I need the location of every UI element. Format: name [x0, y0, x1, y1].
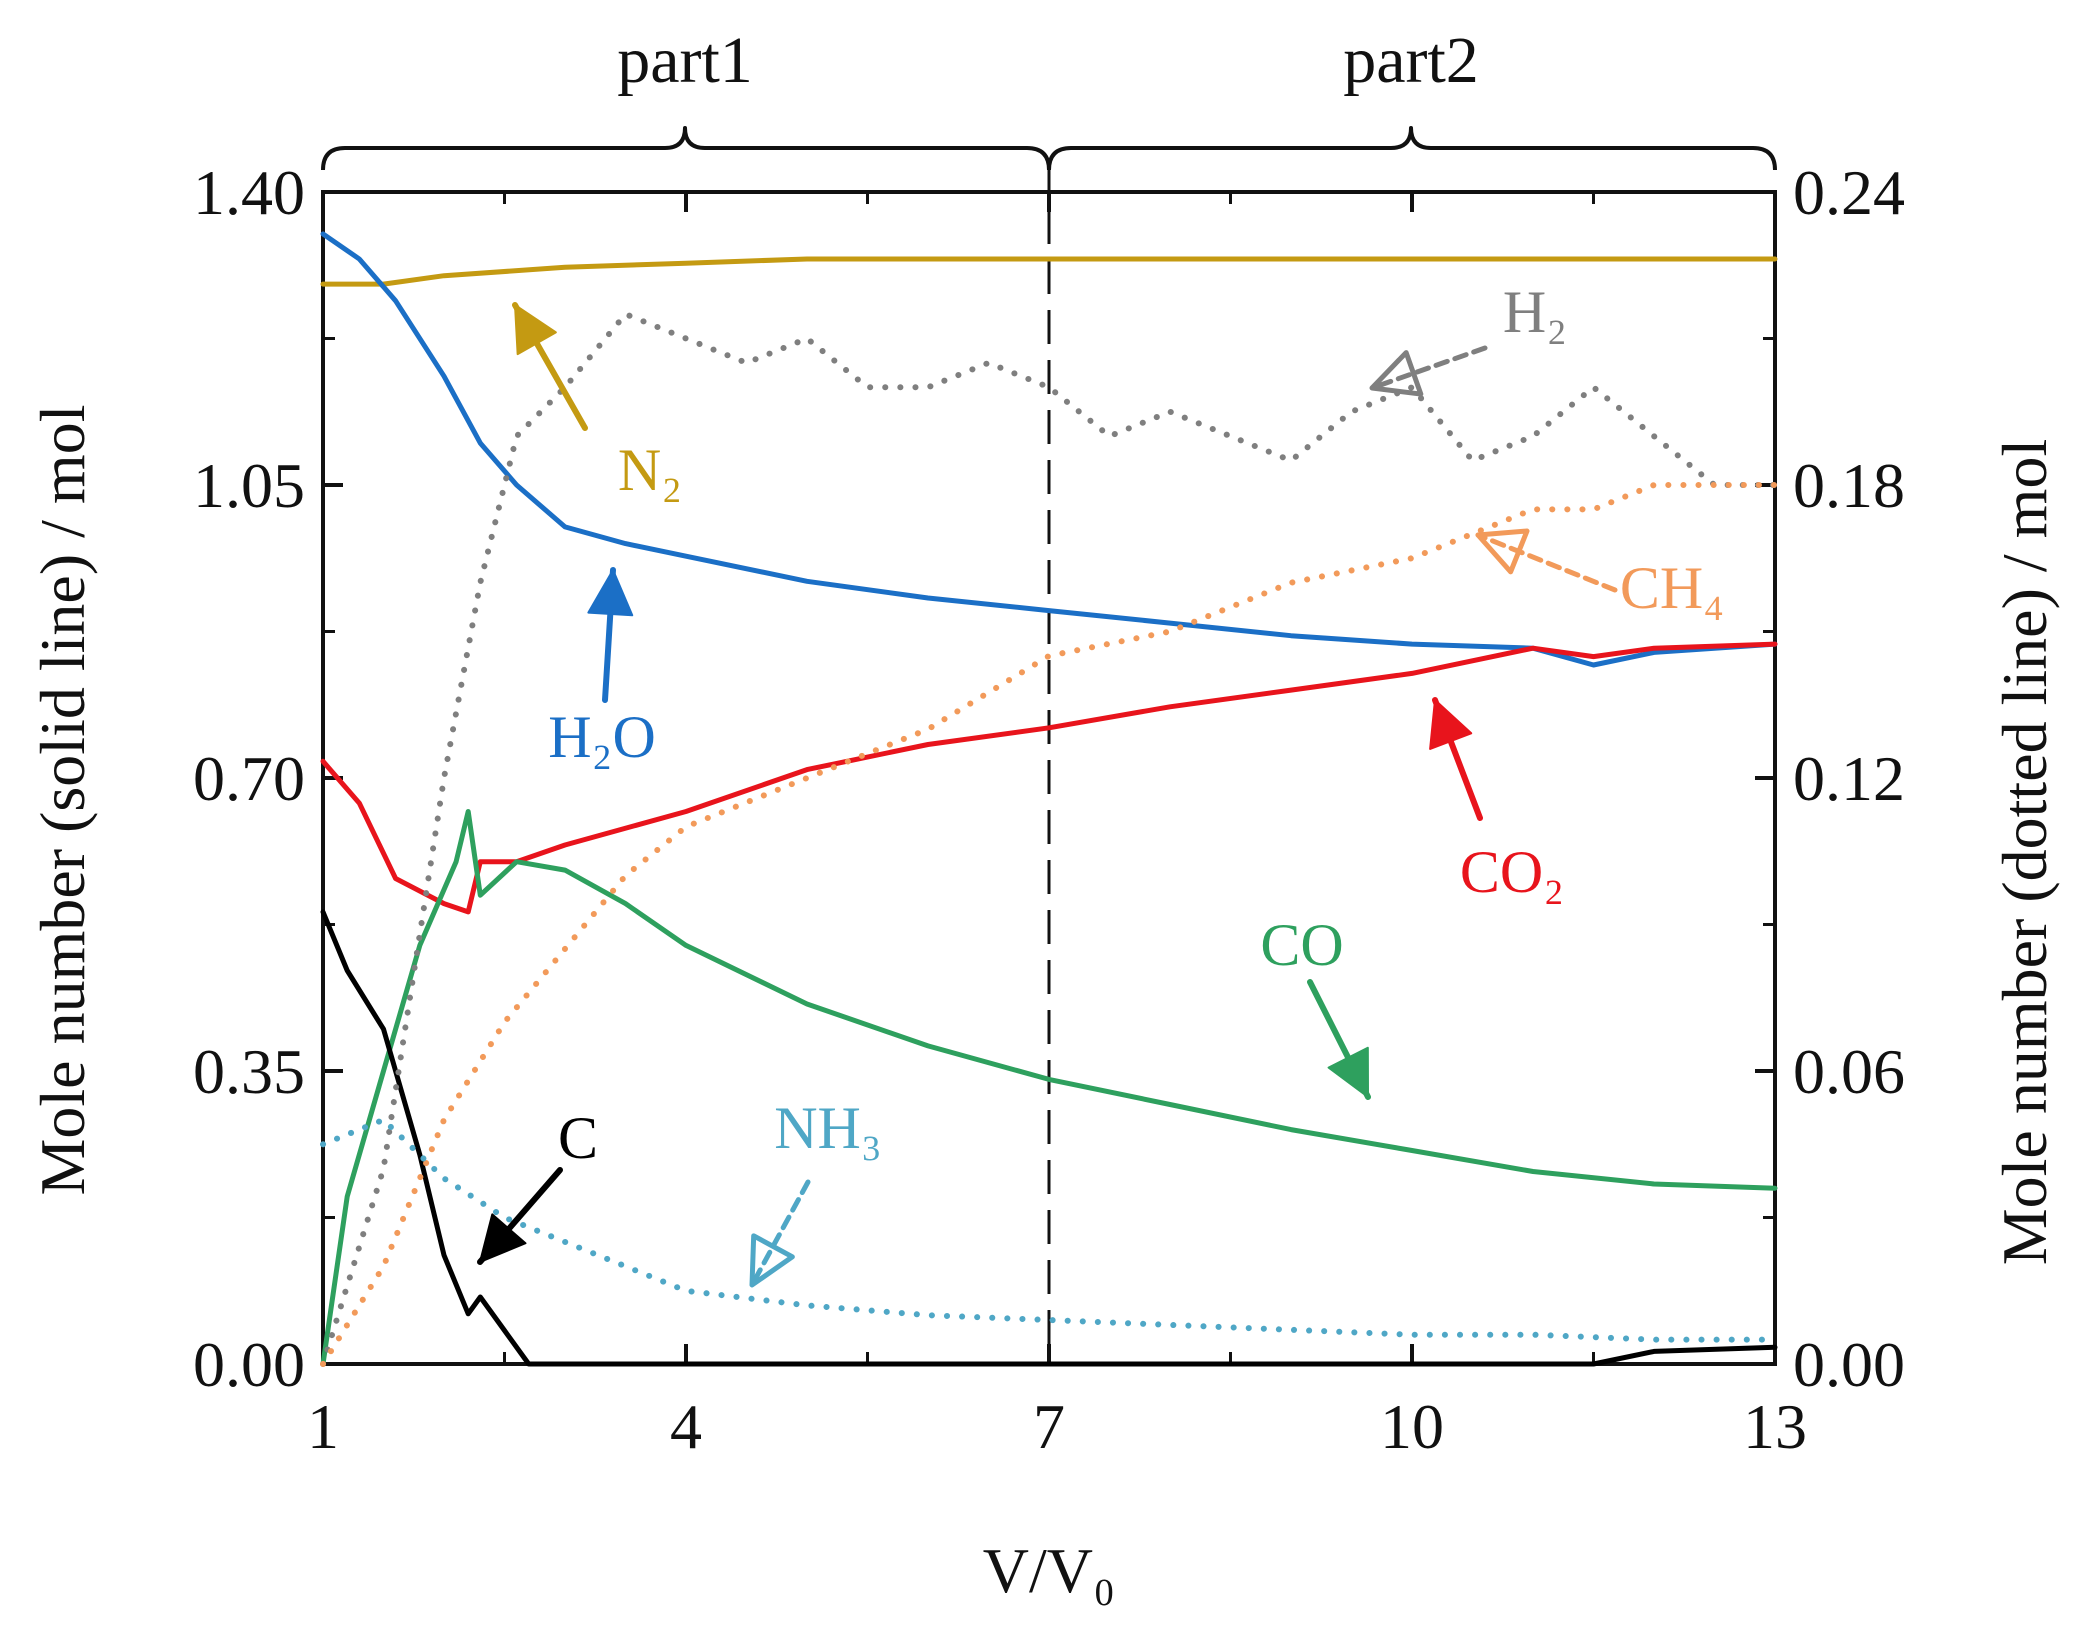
series-n2-line [320, 256, 1778, 287]
part1-label: part1 [617, 24, 753, 97]
series-co-line [320, 809, 1778, 1367]
y-right-tick-label: 0.12 [1793, 743, 1905, 814]
series-nh3-line [320, 1116, 1778, 1343]
annotation-c-arrowhead [479, 1213, 527, 1263]
y-left-tick-label: 1.05 [193, 450, 305, 521]
y-right-tick-label: 0.06 [1793, 1036, 1905, 1107]
brace-part1 [321, 126, 1051, 171]
annotation-ch4-arrow [1475, 532, 1618, 593]
y-right-tick-label: 0.24 [1793, 157, 1905, 228]
y-right-tick-label: 0.18 [1793, 450, 1905, 521]
annotation-co2-arrowhead [1429, 699, 1473, 750]
y-left-axis-title: Mole number (solid line) / mol [27, 405, 98, 1196]
x-tick-label: 7 [1033, 1391, 1065, 1462]
annotation-nh3-label: NH₃ [774, 1095, 882, 1161]
part2-label: part2 [1343, 24, 1479, 97]
series-c-line [320, 909, 1778, 1367]
annotation-nh3-arrowhead [749, 1233, 795, 1288]
annotation-n2-arrowhead [514, 304, 557, 356]
annotation-h2o-label: H₂O [548, 704, 656, 770]
annotation-co-label: CO [1260, 912, 1343, 978]
annotation-co2-label: CO₂ [1460, 839, 1564, 905]
annotation-co-arrowhead [1327, 1046, 1369, 1098]
brace-part2 [1047, 126, 1777, 171]
y-left-tick-label: 1.40 [193, 157, 305, 228]
x-tick-label: 4 [670, 1391, 702, 1462]
x-axis-title: V/V₀ [983, 1535, 1116, 1606]
annotation-h2-arrow [1369, 345, 1488, 391]
y-right-tick-label: 0.00 [1793, 1329, 1905, 1400]
y-left-tick-label: 0.70 [193, 743, 305, 814]
region-brace [321, 126, 1777, 171]
x-tick-label: 13 [1743, 1391, 1807, 1462]
y-left-tick-label: 0.00 [193, 1329, 305, 1400]
annotation-h2o-arrowhead [587, 569, 634, 617]
series-layer [320, 231, 1778, 1367]
annotation-ch4-arrowhead [1475, 528, 1530, 575]
annotation-c-label: C [558, 1105, 598, 1171]
x-tick-label: 10 [1380, 1391, 1444, 1462]
series-co2-line [320, 641, 1778, 915]
y-left-tick-label: 0.35 [193, 1036, 305, 1107]
annotation-layer: N₂ H₂O CO₂ CO C H₂ CH₄ NH₃ [477, 279, 1724, 1288]
annotation-h2-arrowhead [1369, 350, 1424, 397]
series-h2-line [320, 311, 1778, 1367]
axis-ticks: 1 4 7 10 130.000.350.701.051.400.000.060.120… [193, 157, 1905, 1462]
annotation-ch4-label: CH₄ [1620, 555, 1724, 621]
annotation-n2-label: N₂ [618, 437, 682, 503]
y-right-axis-title: Mole number (dotted line) / mol [1989, 439, 2060, 1266]
x-tick-label: 1 [307, 1391, 339, 1462]
annotation-h2-label: H₂ [1503, 279, 1567, 345]
annotation-nh3-arrow [749, 1179, 811, 1288]
